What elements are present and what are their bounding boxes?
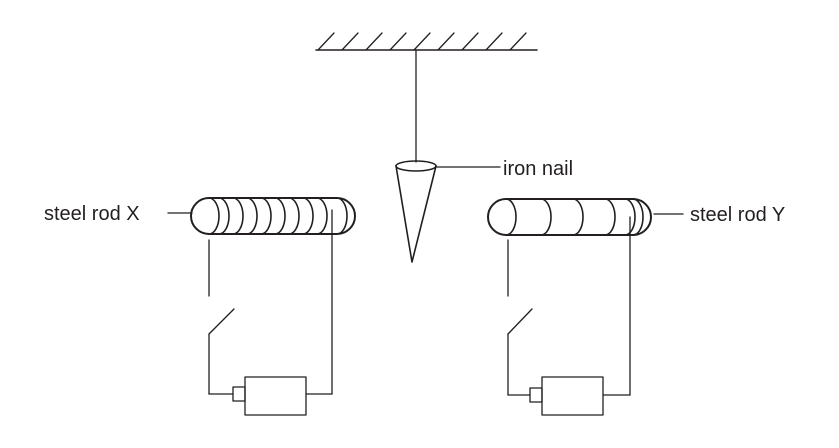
iron-nail bbox=[395, 160, 437, 263]
iron-nail-label: iron nail bbox=[503, 158, 573, 180]
battery-x bbox=[244, 376, 307, 416]
coil-x bbox=[218, 197, 328, 235]
steel-rod-y bbox=[487, 198, 652, 236]
switch-x bbox=[208, 308, 235, 335]
switch-y bbox=[507, 308, 533, 335]
ceiling-support bbox=[315, 32, 538, 51]
battery-y bbox=[541, 376, 604, 416]
rod-x-label: steel rod X bbox=[44, 203, 140, 225]
coil-y bbox=[540, 198, 636, 236]
battery-x-terminal bbox=[232, 386, 246, 402]
steel-rod-x bbox=[190, 197, 356, 235]
battery-y-terminal bbox=[529, 387, 543, 403]
circuit-y bbox=[507, 216, 631, 416]
circuit-x bbox=[208, 209, 333, 416]
rod-y-label: steel rod Y bbox=[690, 204, 785, 226]
